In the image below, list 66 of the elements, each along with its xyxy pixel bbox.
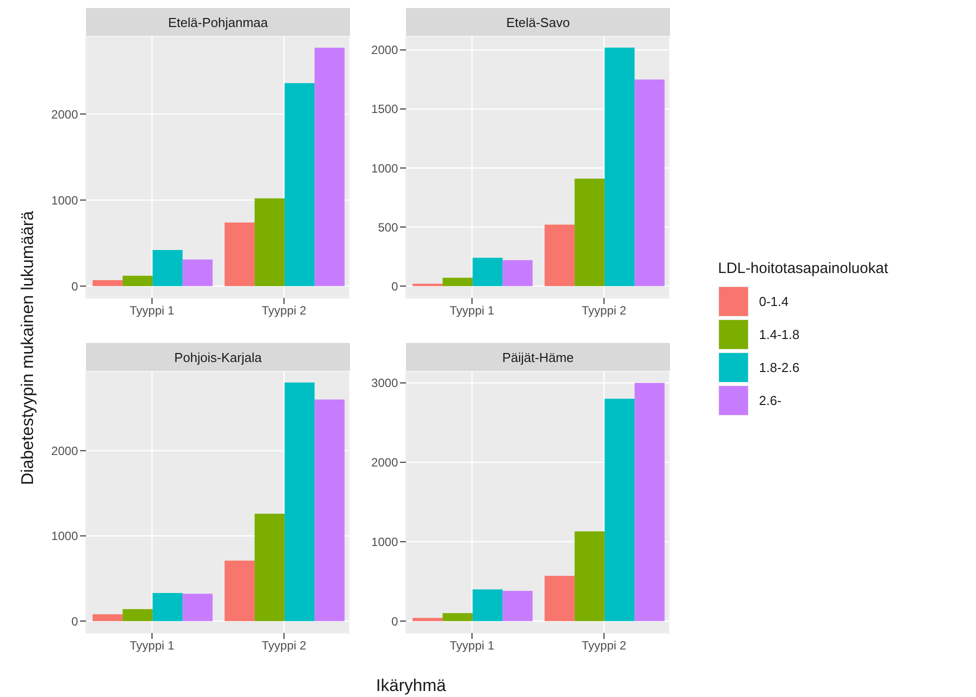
x-tick-label: Tyyppi 2	[582, 304, 627, 318]
bar	[472, 589, 503, 622]
y-tick-label: 1000	[371, 161, 398, 176]
chart-title: Pohjois-Karjala	[86, 343, 350, 371]
bar	[544, 576, 575, 622]
bar	[284, 382, 315, 622]
bar	[224, 222, 255, 286]
bar	[574, 531, 605, 622]
y-tick-label: 1500	[371, 102, 398, 116]
x-tick-label: Tyyppi 2	[582, 638, 627, 653]
chart-title: Etelä-Pohjanmaa	[86, 8, 350, 36]
y-tick-label: 0	[391, 279, 398, 294]
bar	[254, 198, 285, 286]
bar	[254, 514, 285, 622]
y-tick-label: 500	[378, 220, 398, 234]
bar	[634, 382, 665, 622]
y-tick-label: 0	[71, 279, 78, 294]
y-tick-label: 0	[391, 614, 398, 628]
legend-label: 1.4-1.8	[759, 327, 800, 342]
x-tick-label: Tyyppi 2	[262, 304, 307, 318]
legend-label: 0-1.4	[759, 294, 789, 309]
bar	[574, 178, 605, 286]
bar	[182, 594, 213, 622]
bar	[122, 609, 153, 622]
bar	[122, 276, 153, 286]
y-tick-label: 0	[71, 614, 78, 628]
legend-title: LDL-hoitotasapainoluokat	[718, 260, 888, 277]
bar	[412, 618, 443, 622]
y-tick-label: 2000	[371, 43, 398, 58]
bar	[412, 284, 443, 286]
bar	[314, 400, 345, 622]
bar	[634, 79, 665, 286]
legend-label: 1.8-2.6	[759, 360, 800, 375]
bar	[224, 560, 255, 622]
y-tick-label: 2000	[371, 456, 398, 470]
y-tick-label: 1000	[371, 534, 398, 549]
x-tick-label: Tyyppi 1	[450, 304, 495, 318]
bar	[604, 398, 635, 622]
bar	[544, 224, 575, 286]
y-tick-label: 2000	[51, 107, 78, 122]
bar	[152, 592, 183, 622]
bar	[92, 280, 123, 286]
x-axis-title: Ikäryhmä	[375, 676, 447, 696]
y-tick-label: 2000	[51, 444, 78, 458]
y-tick-label: 3000	[371, 376, 398, 390]
bar	[182, 259, 213, 286]
x-tick-label: Tyyppi 1	[450, 638, 495, 653]
x-tick-label: Tyyppi 2	[262, 638, 307, 653]
bar	[152, 250, 183, 286]
bar	[502, 590, 533, 622]
bar	[472, 258, 503, 286]
x-tick-label: Tyyppi 1	[130, 638, 175, 653]
y-axis-title: Diabetestyypin mukainen lukumäärä	[18, 210, 38, 488]
legend-label: 2.6-	[759, 393, 782, 408]
bar	[442, 613, 473, 622]
bar	[604, 48, 635, 286]
chart-title: Etelä-Savo	[406, 8, 670, 36]
bar	[92, 614, 123, 622]
x-tick-label: Tyyppi 1	[130, 304, 175, 318]
y-tick-label: 1000	[51, 193, 78, 208]
bar	[502, 260, 533, 286]
bar	[442, 278, 473, 286]
bar	[314, 48, 345, 286]
y-tick-label: 1000	[51, 529, 78, 544]
bar	[284, 83, 315, 286]
chart-title: Päijät-Häme	[406, 343, 670, 371]
